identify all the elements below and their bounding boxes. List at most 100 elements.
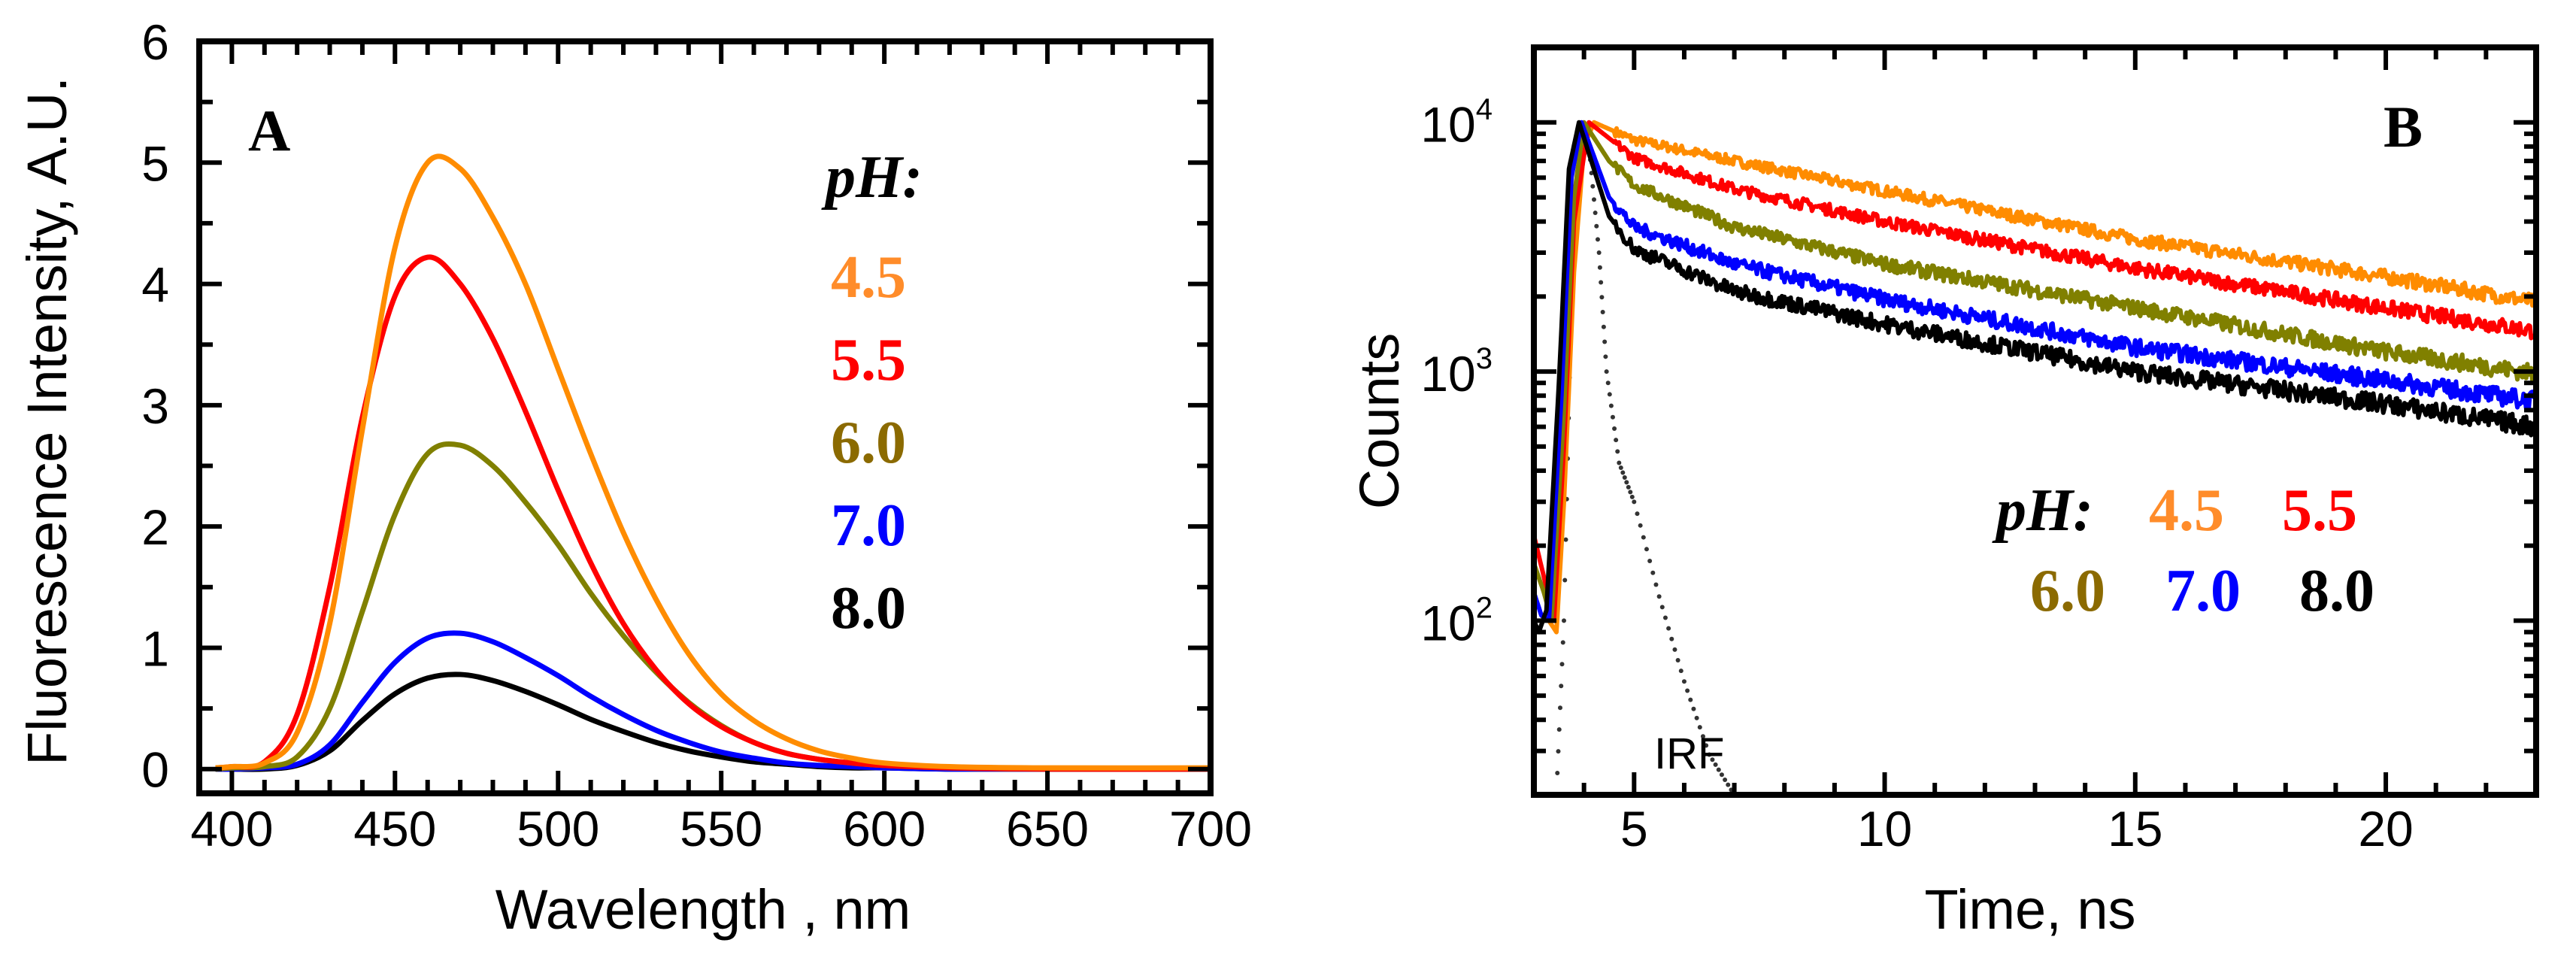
x-tick-label: 600	[843, 801, 926, 856]
decay-trace-ph-7-0	[1534, 120, 2536, 623]
x-tick-label: 400	[190, 801, 273, 856]
y-tick-label: 3	[141, 378, 169, 434]
irf-dot	[1610, 414, 1615, 420]
irf-dot	[1628, 490, 1633, 495]
irf-dot	[1557, 705, 1562, 711]
irf-dot	[1594, 223, 1599, 229]
irf-dot	[1561, 618, 1566, 623]
legend-entry-ph-4-5: 4.5	[831, 244, 906, 311]
legend-entry-ph-6-0: 6.0	[831, 410, 906, 476]
x-tick-label: 15	[2108, 801, 2162, 856]
y-tick-label: 5	[141, 135, 169, 191]
irf-dot	[1597, 265, 1602, 270]
y-tick-label: 102	[1420, 591, 1493, 650]
legend-entry-ph-7-0: 7.0	[2165, 558, 2241, 624]
y-tick-label: 0	[141, 742, 169, 798]
irf-dot	[1595, 237, 1600, 242]
legend-entry-ph-8-0: 8.0	[2299, 558, 2374, 624]
irf-dot	[1556, 749, 1561, 754]
spectrum-line-ph-7-0	[215, 630, 1211, 772]
irf-dot	[1666, 626, 1671, 631]
panel-a-spectra-chart: A 400 450 500 550 600 650 700 0 1 2 3 4 5 6 Wavelength…	[16, 14, 1252, 941]
irf-dot	[1672, 647, 1677, 652]
plot-frame	[196, 38, 1214, 796]
irf-dot	[1678, 668, 1683, 674]
irf-dot	[1662, 615, 1668, 620]
irf-dot	[1707, 752, 1712, 757]
irf-dot	[1635, 511, 1640, 517]
y-tick-exponent: 2	[1476, 591, 1493, 624]
irf-dot	[1608, 403, 1614, 408]
irf-dot	[1599, 280, 1604, 285]
irf-dot	[1556, 727, 1562, 732]
irf-dot	[1704, 743, 1709, 748]
irf-dot	[1590, 183, 1596, 189]
decay-trace-ph-8-0	[1534, 120, 2536, 635]
irf-dot	[1688, 697, 1693, 702]
irf-dot	[1644, 547, 1649, 552]
y-tick-label: 2	[141, 499, 169, 555]
irf-dot	[1559, 684, 1564, 689]
x-tick-label: 10	[1857, 801, 1912, 856]
legend-entry-ph-8-0: 8.0	[831, 575, 906, 641]
irf-dot	[1713, 762, 1718, 767]
irf-dot	[1700, 734, 1705, 739]
irf-dot	[1624, 480, 1629, 485]
y-tick-label: 103	[1420, 342, 1493, 402]
x-tick-label: 550	[680, 801, 762, 856]
x-tick-label: 20	[2358, 801, 2413, 856]
irf-dot	[1659, 605, 1665, 610]
irf-dot	[1669, 636, 1674, 641]
legend-entry-ph-6-0: 6.0	[2030, 558, 2105, 624]
irf-dot	[1617, 460, 1622, 465]
y-tick-label: 4	[141, 257, 169, 313]
irf-dot	[1555, 771, 1560, 776]
irf-dot	[1710, 757, 1715, 762]
irf-dot	[1675, 658, 1680, 663]
irf-dot	[1614, 438, 1619, 443]
irf-dot	[1591, 197, 1596, 202]
y-axis-title: Fluorescence Intensity, A.U.	[16, 77, 78, 766]
legend-entry-ph-5-5: 5.5	[831, 327, 906, 393]
irf-dot	[1562, 578, 1568, 583]
x-tick-label: 700	[1169, 801, 1252, 856]
irf-dot	[1626, 484, 1631, 490]
irf-dot	[1599, 295, 1605, 300]
irf-label: IRF	[1654, 729, 1724, 778]
irf-dot	[1641, 535, 1646, 540]
y-tick-base: 10	[1420, 346, 1475, 402]
irf-dot	[1615, 449, 1620, 454]
y-tick-exponent: 4	[1476, 93, 1493, 126]
irf-dot	[1604, 369, 1609, 374]
irf-dot	[1716, 767, 1721, 772]
y-tick-base: 10	[1420, 595, 1475, 650]
decay-trace-ph-5-5	[1534, 120, 2536, 623]
irf-dot	[1622, 474, 1627, 480]
spectrum-line-ph-5-5	[215, 254, 1211, 772]
irf-dot	[1596, 250, 1602, 255]
irf-dot	[1560, 640, 1565, 645]
irf-dot	[1647, 559, 1653, 564]
x-axis-title: Time, ns	[1925, 878, 2136, 941]
y-tick-base: 10	[1420, 97, 1475, 153]
irf-dot	[1602, 339, 1608, 344]
y-tick-label: 6	[141, 14, 169, 70]
decay-trace-ph-4-5	[1547, 120, 2536, 635]
legend-title: pH:	[1992, 478, 2093, 544]
y-tick-label: 104	[1420, 93, 1493, 153]
x-tick-label: 650	[1006, 801, 1089, 856]
irf-dot	[1685, 688, 1690, 693]
irf-dot	[1559, 662, 1565, 667]
irf-dot	[1607, 392, 1612, 397]
irf-dot	[1638, 523, 1643, 528]
irf-dot	[1563, 537, 1568, 542]
x-tick-label: 450	[353, 801, 436, 856]
x-axis-title: Wavelength , nm	[496, 878, 911, 941]
irf-dot	[1726, 782, 1731, 787]
irf-dot	[1691, 706, 1696, 711]
irf-dot	[1719, 772, 1724, 778]
decay-trace-ph-6-0	[1534, 120, 2536, 623]
x-tick-label: 5	[1620, 801, 1648, 856]
